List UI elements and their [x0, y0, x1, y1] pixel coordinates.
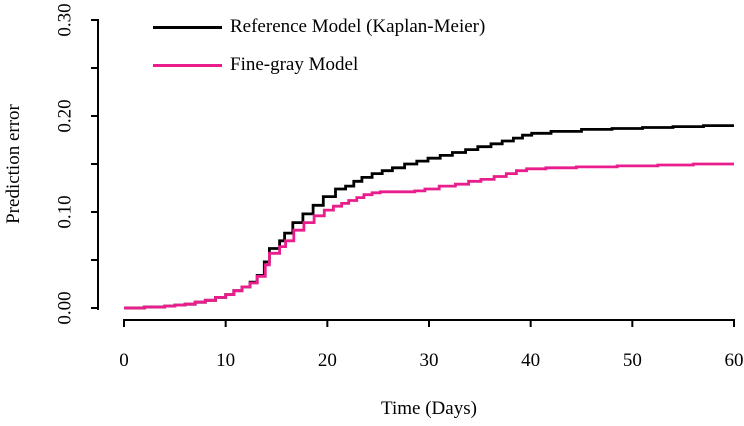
- x-axis-tick-label: 50: [623, 350, 642, 371]
- y-axis-tick-label: 0.00: [54, 291, 75, 324]
- x-axis-tick-label: 30: [420, 350, 439, 371]
- legend-line-reference-model: [153, 26, 222, 29]
- x-axis-tick-label: 40: [521, 350, 540, 371]
- y-axis-title: Prediction error: [3, 104, 24, 224]
- x-axis-title: Time (Days): [381, 398, 477, 419]
- fine-gray-model-curve: [124, 162, 734, 310]
- x-axis-tick-label: 0: [119, 350, 129, 371]
- legend-label-fine-gray-model: Fine-gray Model: [230, 54, 359, 75]
- y-axis-tick-label: 0.30: [54, 3, 75, 36]
- legend-label-reference-model: Reference Model (Kaplan-Meier): [230, 16, 486, 37]
- legend-line-fine-gray-model: [153, 64, 222, 67]
- x-axis-tick-label: 60: [725, 350, 744, 371]
- x-axis-tick-label: 10: [216, 350, 235, 371]
- y-axis-tick-label: 0.20: [54, 99, 75, 132]
- x-axis-tick-label: 20: [318, 350, 337, 371]
- y-axis-tick-label: 0.10: [54, 195, 75, 228]
- reference-model-curve: [124, 124, 734, 310]
